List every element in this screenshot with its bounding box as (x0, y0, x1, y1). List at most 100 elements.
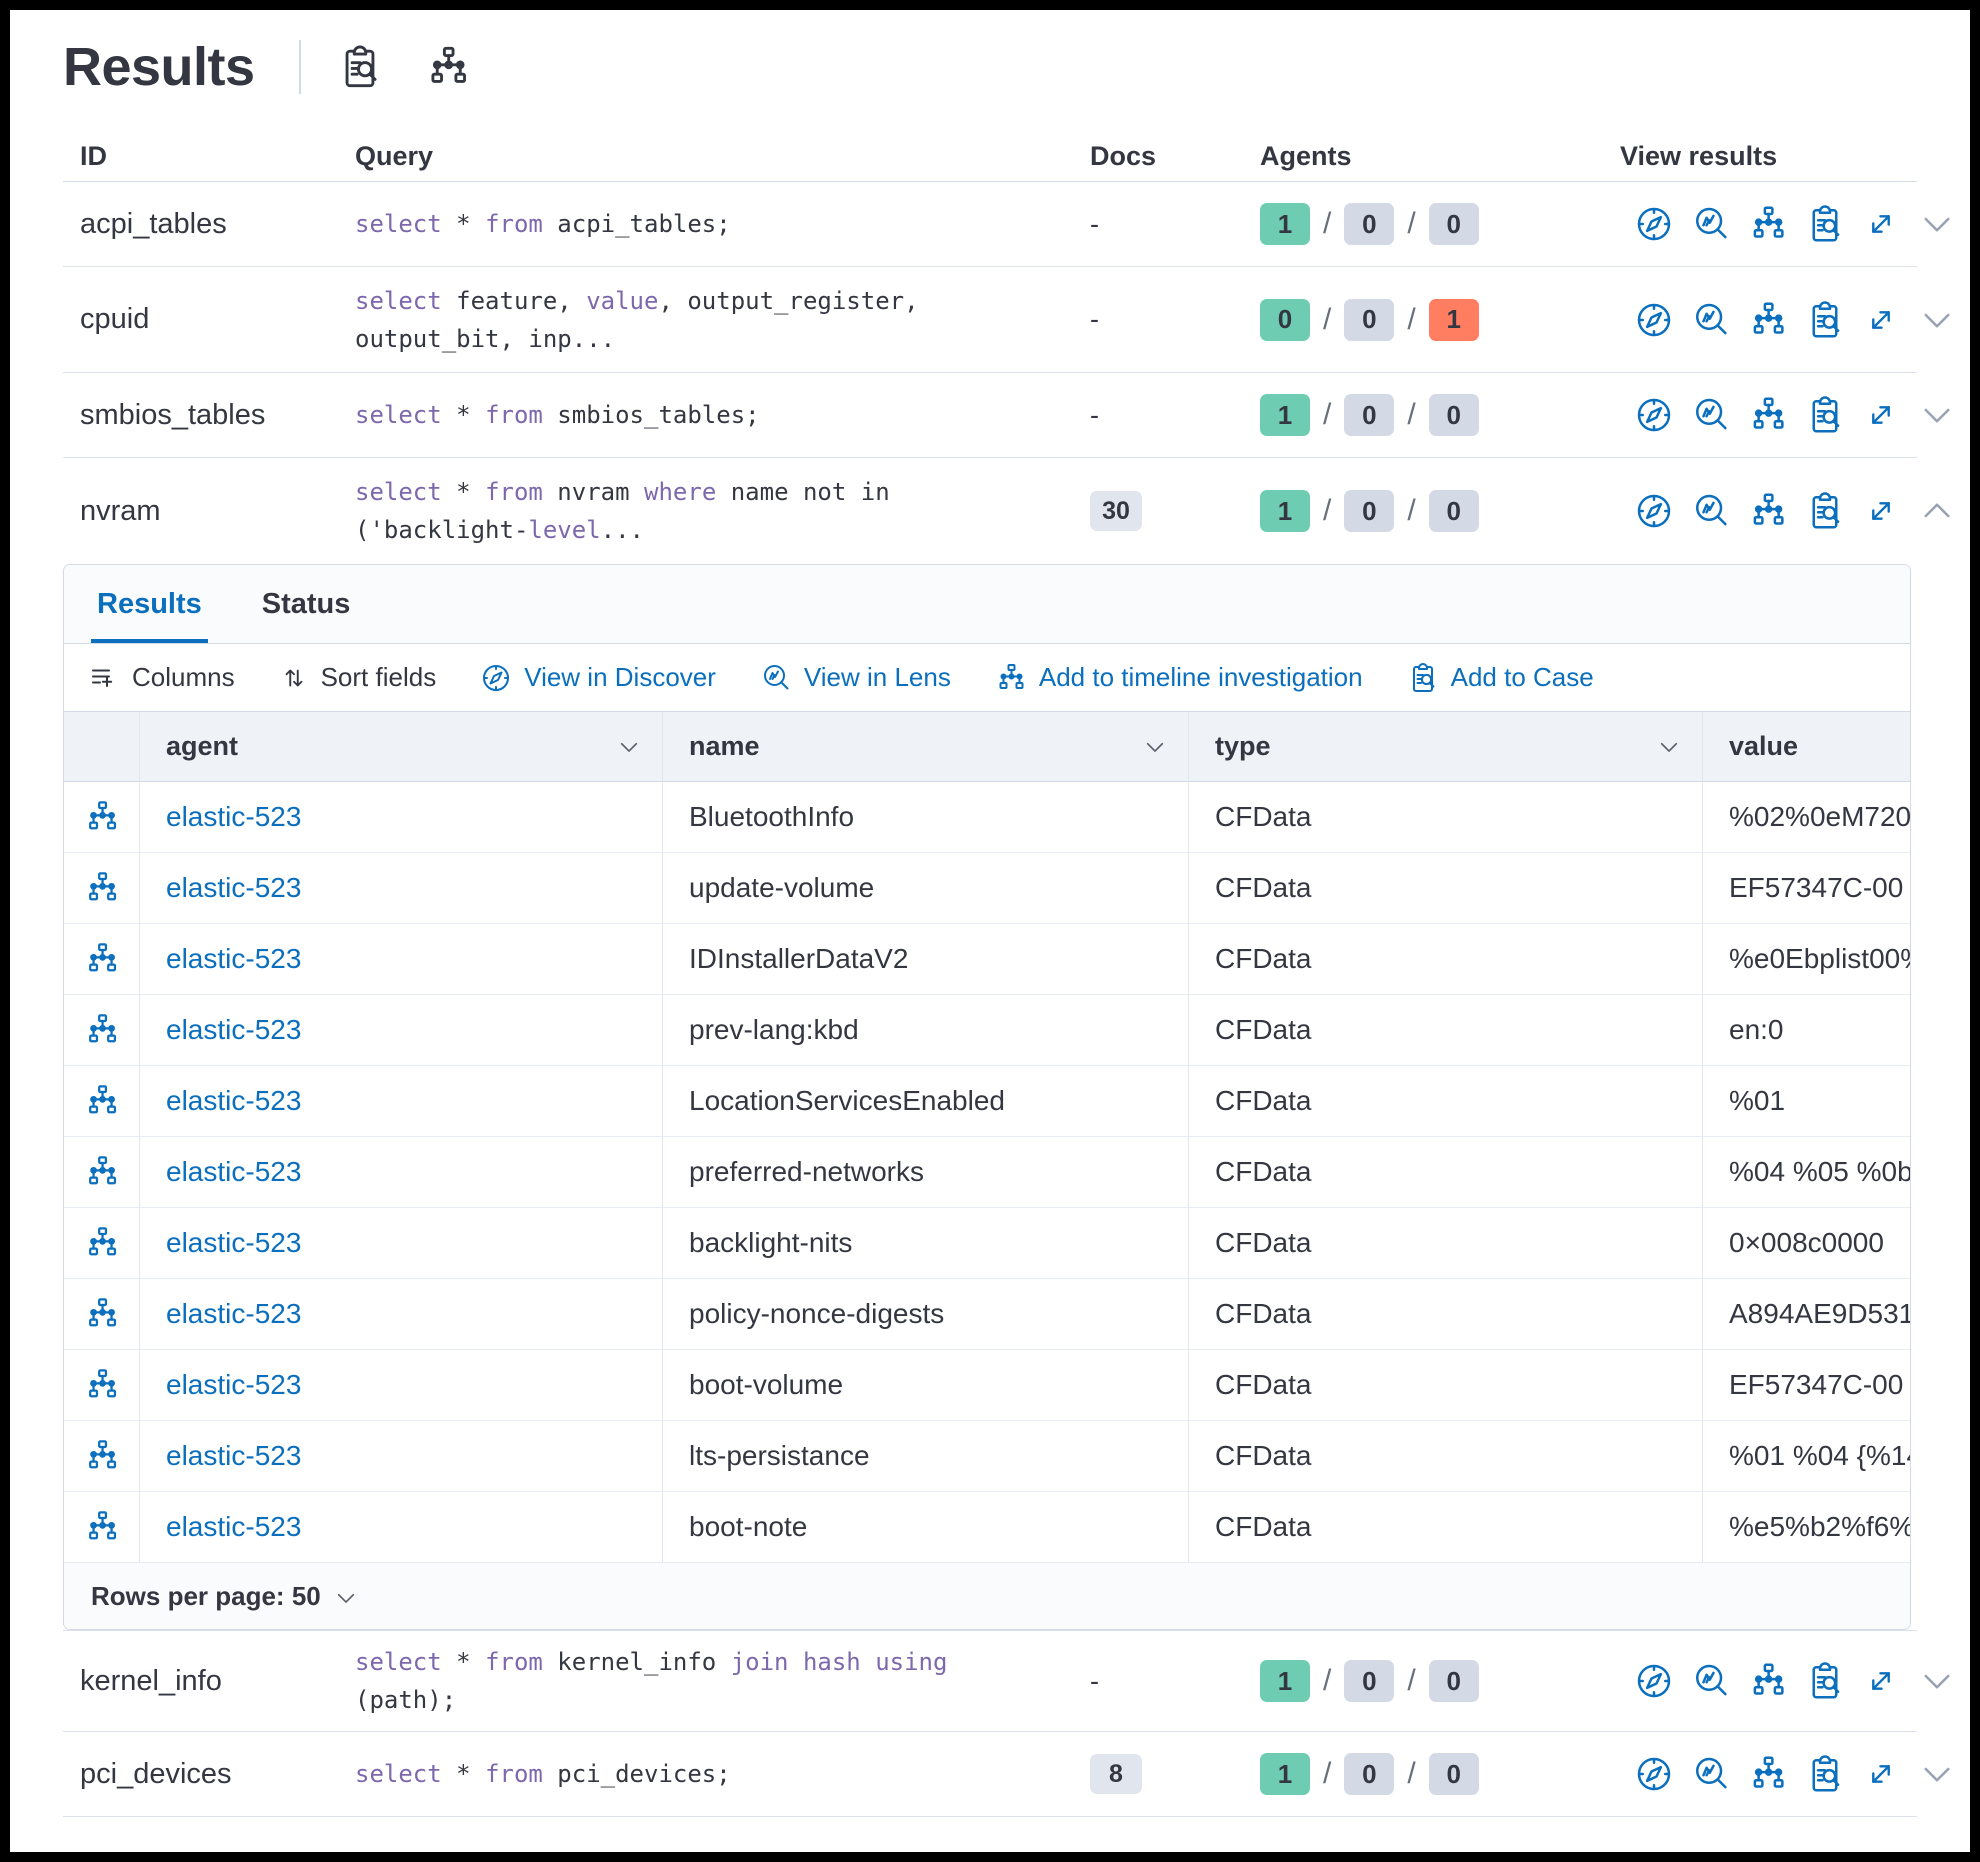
add-to-timeline-icon[interactable] (1748, 395, 1788, 435)
toggle-row-chevron-icon[interactable] (1917, 395, 1957, 435)
add-to-case-icon[interactable] (1805, 395, 1845, 435)
add-to-case-button[interactable]: Add to Case (1407, 662, 1594, 694)
agent-link[interactable]: elastic-523 (166, 1511, 302, 1542)
result-name: policy-nonce-digests (663, 1279, 1189, 1349)
view-in-discover-button[interactable]: View in Discover (480, 662, 716, 694)
node-tree-icon (88, 872, 116, 901)
tab-results[interactable]: Results (91, 568, 208, 643)
agent-count-badge: 0 (1344, 1753, 1395, 1795)
result-row-lead[interactable] (64, 1350, 140, 1420)
result-value: %e5%b2%f6% (1729, 1511, 1910, 1542)
query-actions (1620, 204, 1957, 244)
view-in-discover-icon[interactable] (1634, 491, 1674, 531)
agent-link[interactable]: elastic-523 (166, 1156, 302, 1187)
query-id: nvram (80, 494, 161, 527)
view-in-discover-icon[interactable] (1634, 1754, 1674, 1794)
add-to-case-icon[interactable] (1805, 491, 1845, 531)
col-header-agents: Agents (1260, 141, 1352, 171)
agent-link[interactable]: elastic-523 (166, 1298, 302, 1329)
timeline-button[interactable] (425, 44, 471, 90)
result-row-lead[interactable] (64, 1137, 140, 1207)
grid-col-name[interactable]: name (663, 712, 1189, 781)
toggle-row-chevron-icon[interactable] (1917, 204, 1957, 244)
query-docs: - (1090, 1665, 1099, 1696)
agent-link[interactable]: elastic-523 (166, 1085, 302, 1116)
view-in-lens-icon[interactable] (1691, 395, 1731, 435)
expand-icon[interactable] (1862, 1662, 1900, 1700)
add-to-case-icon[interactable] (1805, 300, 1845, 340)
query-sql: select feature, value, output_register, … (355, 286, 919, 353)
view-in-discover-icon[interactable] (1634, 300, 1674, 340)
agent-count-badge: 1 (1260, 490, 1310, 532)
sort-fields-label: Sort fields (320, 662, 437, 692)
toggle-row-chevron-icon[interactable] (1917, 1661, 1957, 1701)
add-to-timeline-icon[interactable] (1748, 204, 1788, 244)
view-in-lens-icon[interactable] (1691, 491, 1731, 531)
add-to-timeline-icon[interactable] (1748, 300, 1788, 340)
sort-icon (285, 669, 303, 686)
agent-link[interactable]: elastic-523 (166, 1440, 302, 1471)
result-row-lead[interactable] (64, 995, 140, 1065)
add-to-timeline-icon[interactable] (1748, 1661, 1788, 1701)
grid-col-type[interactable]: type (1189, 712, 1703, 781)
agent-count-badge: 0 (1344, 298, 1395, 341)
query-id: acpi_tables (80, 207, 227, 240)
agent-link[interactable]: elastic-523 (166, 1227, 302, 1258)
view-in-lens-button[interactable]: View in Lens (760, 662, 951, 694)
add-to-timeline-icon[interactable] (1748, 1754, 1788, 1794)
result-row-lead[interactable] (64, 1066, 140, 1136)
grid-col-value[interactable]: value (1729, 731, 1799, 761)
expand-icon[interactable] (1862, 301, 1900, 339)
result-row-lead[interactable] (64, 853, 140, 923)
add-to-case-icon[interactable] (1805, 1754, 1845, 1794)
result-row-lead[interactable] (64, 924, 140, 994)
view-in-lens-icon[interactable] (1691, 204, 1731, 244)
node-tree-icon (88, 801, 116, 830)
result-row-lead[interactable] (64, 1279, 140, 1349)
expand-icon[interactable] (1862, 492, 1900, 530)
inspect-results-button[interactable] (337, 44, 383, 90)
rows-per-page[interactable]: Rows per page: 50 (91, 1580, 321, 1611)
add-to-timeline-icon[interactable] (1748, 491, 1788, 531)
result-row: elastic-523 LocationServicesEnabled CFDa… (64, 1066, 1910, 1137)
toggle-row-chevron-icon[interactable] (1917, 1754, 1957, 1794)
view-in-lens-icon[interactable] (1691, 1754, 1731, 1794)
query-docs: 8 (1090, 1754, 1260, 1794)
view-in-lens-icon[interactable] (1691, 300, 1731, 340)
result-row-lead[interactable] (64, 1492, 140, 1562)
columns-icon (92, 669, 113, 687)
agent-link[interactable]: elastic-523 (166, 943, 302, 974)
view-in-discover-icon[interactable] (1634, 1661, 1674, 1701)
columns-button[interactable]: Columns (88, 662, 235, 694)
agent-link[interactable]: elastic-523 (166, 1369, 302, 1400)
view-in-discover-icon[interactable] (1634, 204, 1674, 244)
query-docs: 30 (1090, 491, 1260, 531)
toggle-row-chevron-icon[interactable] (1917, 300, 1957, 340)
view-in-discover-icon[interactable] (1634, 395, 1674, 435)
result-name: preferred-networks (663, 1137, 1189, 1207)
expand-icon[interactable] (1862, 205, 1900, 243)
grid-col-agent[interactable]: agent (140, 712, 663, 781)
chevron-down-icon[interactable] (333, 1585, 359, 1611)
result-row-lead[interactable] (64, 1421, 140, 1491)
query-agents: 1 / 0 / 0 (1260, 490, 1620, 532)
view-in-lens-icon[interactable] (1691, 1661, 1731, 1701)
agent-count-badge: 0 (1344, 394, 1395, 436)
add-to-case-icon[interactable] (1805, 1661, 1845, 1701)
agent-link[interactable]: elastic-523 (166, 801, 302, 832)
agent-count-badge: 1 (1260, 1660, 1310, 1702)
result-name: LocationServicesEnabled (663, 1066, 1189, 1136)
result-row-lead[interactable] (64, 1208, 140, 1278)
agents-separator: / (1407, 1664, 1416, 1697)
result-row-lead[interactable] (64, 782, 140, 852)
agent-link[interactable]: elastic-523 (166, 1014, 302, 1045)
expand-icon[interactable] (1862, 396, 1900, 434)
expand-icon[interactable] (1862, 1755, 1900, 1793)
add-to-case-icon[interactable] (1805, 204, 1845, 244)
query-agents: 1 / 0 / 0 (1260, 203, 1620, 245)
tab-status[interactable]: Status (261, 588, 351, 620)
agent-link[interactable]: elastic-523 (166, 872, 302, 903)
add-to-timeline-button[interactable]: Add to timeline investigation (995, 662, 1363, 694)
sort-fields-button[interactable]: Sort fields (279, 662, 437, 693)
toggle-row-chevron-icon[interactable] (1917, 491, 1957, 531)
